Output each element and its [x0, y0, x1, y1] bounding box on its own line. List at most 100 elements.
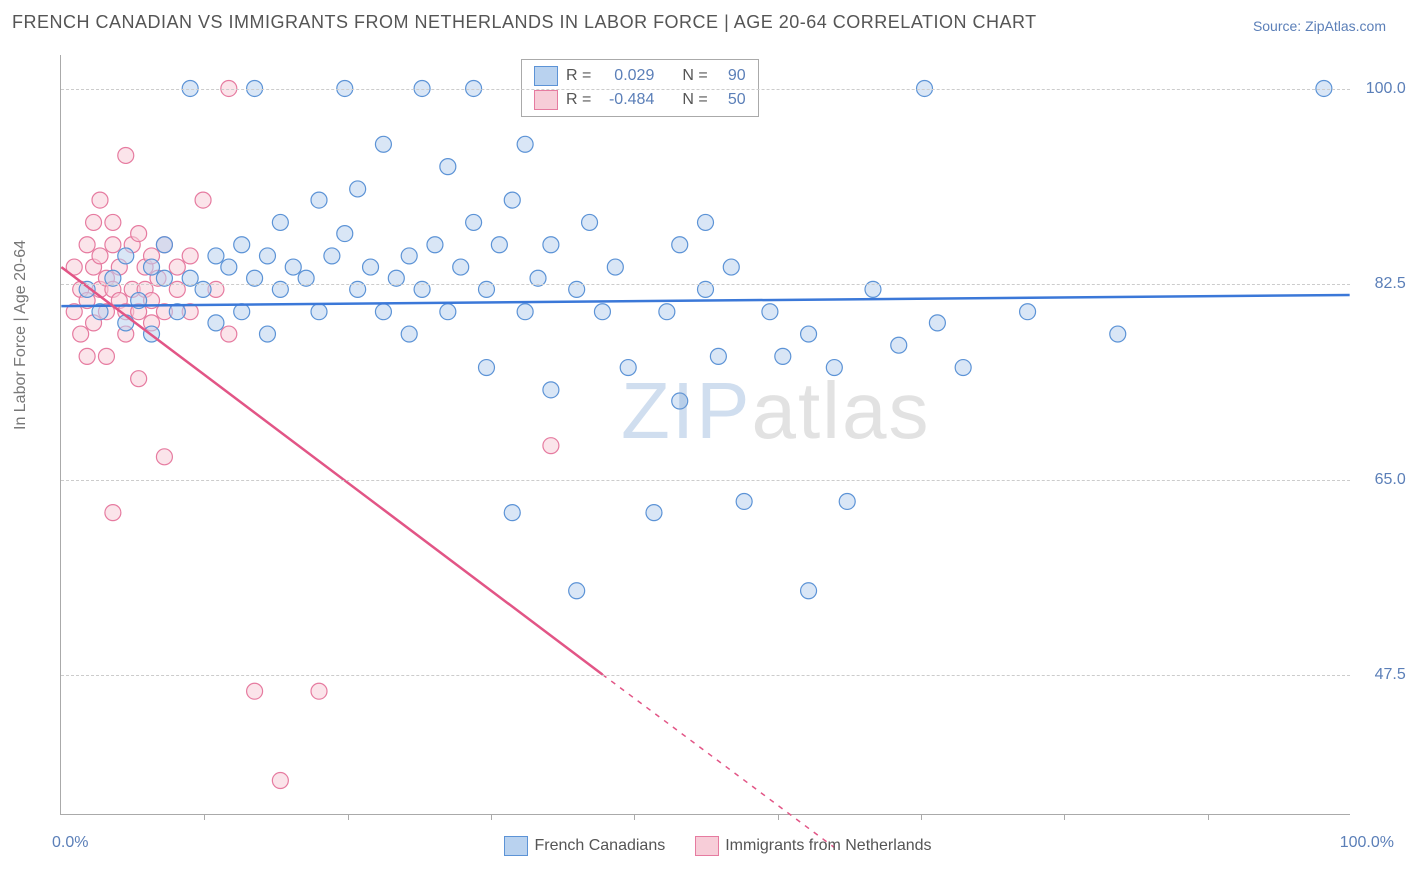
data-point — [723, 259, 739, 275]
data-point — [543, 237, 559, 253]
data-point — [891, 337, 907, 353]
data-point — [440, 304, 456, 320]
data-point — [311, 683, 327, 699]
data-point — [363, 259, 379, 275]
data-point — [504, 192, 520, 208]
data-point — [1110, 326, 1126, 342]
data-point — [105, 505, 121, 521]
data-point — [736, 493, 752, 509]
data-point — [1020, 304, 1036, 320]
trend-line-pink — [61, 267, 602, 674]
x-tick — [778, 814, 779, 820]
data-point — [543, 438, 559, 454]
data-point — [801, 583, 817, 599]
data-point — [259, 326, 275, 342]
data-point — [607, 259, 623, 275]
legend-row: R =-0.484N =50 — [534, 88, 746, 112]
data-point — [156, 449, 172, 465]
data-point — [826, 360, 842, 376]
data-point — [350, 181, 366, 197]
gridline — [61, 284, 1350, 285]
x-tick — [1064, 814, 1065, 820]
data-point — [221, 326, 237, 342]
x-tick — [348, 814, 349, 820]
y-tick-label: 82.5% — [1360, 275, 1406, 293]
legend-swatch — [534, 66, 558, 86]
data-point — [73, 326, 89, 342]
legend-label: French Canadians — [534, 837, 665, 854]
data-point — [156, 237, 172, 253]
data-point — [118, 147, 134, 163]
data-point — [504, 505, 520, 521]
data-point — [375, 136, 391, 152]
x-tick — [634, 814, 635, 820]
data-point — [118, 248, 134, 264]
data-point — [659, 304, 675, 320]
data-point — [324, 248, 340, 264]
legend-label: Immigrants from Netherlands — [725, 837, 931, 854]
data-point — [105, 214, 121, 230]
n-value: 90 — [716, 64, 746, 88]
r-value: 0.029 — [599, 64, 654, 88]
data-point — [208, 315, 224, 331]
series-legend: French Canadians Immigrants from Netherla… — [0, 836, 1406, 856]
data-point — [234, 237, 250, 253]
data-point — [440, 159, 456, 175]
data-point — [182, 248, 198, 264]
plot-area: ZIPatlas R =0.029N =90R =-0.484N =50 47.… — [60, 55, 1350, 815]
data-point — [491, 237, 507, 253]
data-point — [131, 226, 147, 242]
data-point — [775, 348, 791, 364]
data-point — [272, 214, 288, 230]
data-point — [247, 683, 263, 699]
data-point — [221, 259, 237, 275]
x-tick — [921, 814, 922, 820]
data-point — [92, 192, 108, 208]
data-point — [195, 192, 211, 208]
data-point — [98, 348, 114, 364]
data-point — [710, 348, 726, 364]
data-point — [79, 237, 95, 253]
legend-row: R =0.029N =90 — [534, 64, 746, 88]
data-point — [144, 259, 160, 275]
data-point — [131, 371, 147, 387]
data-point — [105, 237, 121, 253]
data-point — [620, 360, 636, 376]
data-point — [208, 248, 224, 264]
data-point — [311, 304, 327, 320]
data-point — [259, 248, 275, 264]
data-point — [401, 326, 417, 342]
y-tick-label: 100.0% — [1360, 80, 1406, 98]
data-point — [86, 214, 102, 230]
data-point — [79, 348, 95, 364]
legend-swatch — [504, 836, 528, 856]
data-point — [672, 393, 688, 409]
y-axis-label: In Labor Force | Age 20-64 — [12, 240, 30, 430]
data-point — [543, 382, 559, 398]
n-label: N = — [682, 88, 707, 112]
data-point — [801, 326, 817, 342]
data-point — [427, 237, 443, 253]
data-point — [582, 214, 598, 230]
data-point — [517, 136, 533, 152]
gridline — [61, 480, 1350, 481]
data-point — [118, 315, 134, 331]
r-value: -0.484 — [599, 88, 654, 112]
data-point — [375, 304, 391, 320]
n-value: 50 — [716, 88, 746, 112]
chart-svg — [61, 55, 1350, 814]
data-point — [839, 493, 855, 509]
y-tick-label: 65.0% — [1360, 471, 1406, 489]
data-point — [234, 304, 250, 320]
data-point — [285, 259, 301, 275]
data-point — [453, 259, 469, 275]
data-point — [401, 248, 417, 264]
source-label: Source: ZipAtlas.com — [1253, 18, 1386, 34]
x-tick — [1208, 814, 1209, 820]
data-point — [955, 360, 971, 376]
data-point — [517, 304, 533, 320]
data-point — [337, 226, 353, 242]
x-tick — [204, 814, 205, 820]
data-point — [762, 304, 778, 320]
data-point — [92, 248, 108, 264]
